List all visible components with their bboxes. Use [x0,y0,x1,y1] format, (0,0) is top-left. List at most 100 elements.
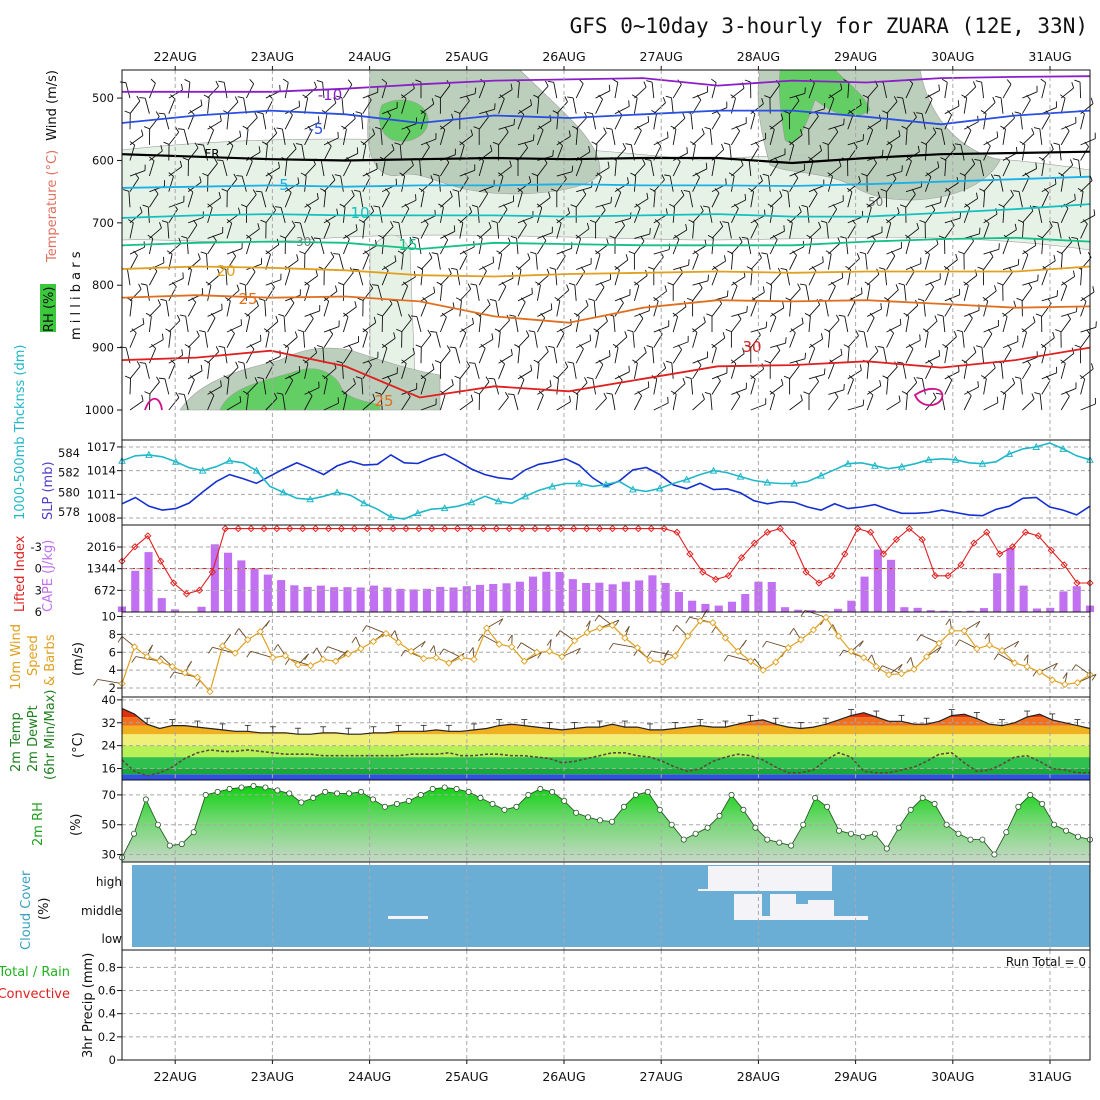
wind-barb [536,97,540,114]
wind-barb [420,223,429,239]
wind-barb [941,129,946,145]
wind-barb-flag [942,343,948,348]
wind-barb-flag [230,328,235,334]
rh2m-marker [656,806,663,813]
wind-barb [808,227,822,239]
wind10m-barb [366,625,387,634]
wind-barb-flag [838,314,845,317]
wind10m-marker [281,652,290,660]
wind-barb-flag [929,282,934,288]
top-date-label: 29AUG [834,49,877,64]
wind-barb [614,106,630,115]
wind-barb-flag [859,251,866,255]
wind-barb-flag [378,234,385,239]
rh-area-green [219,368,381,411]
wind-barb-flag [161,220,168,223]
wind10m-marker [256,628,264,636]
wind-barb [789,358,806,364]
wind-barb [246,271,256,286]
wind-barb-flag [992,96,996,103]
wind-barb-flag [300,172,307,177]
wind-barb-flag [968,313,973,319]
wind-barb-flag [706,313,713,317]
wind-barb [168,354,183,364]
wind-barb-flag [428,252,433,259]
cape-bar [555,572,564,612]
wind-barb [924,254,930,270]
wind-barb [672,272,684,286]
wind-barb [187,114,195,130]
wind10m-marker [772,658,780,666]
wind-barb-flag [670,390,677,395]
wind-barb-flag [387,375,392,382]
wind-barb [944,82,948,99]
wind-barb [595,90,611,99]
rh2m-marker [393,800,400,807]
wind-barb-flag [433,173,440,177]
wind10m-marker [834,632,843,640]
wind-barb [168,131,180,146]
thickness-tick-label: 584 [58,446,80,460]
isotherm-line [121,109,1091,126]
temp-dewpt-lines [121,707,1091,777]
rh2m-marker [310,794,317,801]
li-marker [363,524,371,533]
wind-barb [711,303,722,317]
wind-barb [187,258,201,270]
wind-barb [146,284,150,301]
wind-barb-flag [418,187,425,192]
wind-barb [634,310,650,317]
wind10m-barb-flag [304,653,309,661]
wind-barb-flag [984,219,990,224]
wind-barb-flag [1081,297,1087,302]
wind-barb [362,399,376,411]
bottom-date-label: 29AUG [834,1069,877,1084]
wind-barb-flag [551,188,557,192]
wind-barb [281,129,286,145]
wind-barb [886,289,899,302]
wind-barb [886,222,892,239]
wind-barb-flag [234,96,239,103]
wind-barb-flag [869,312,875,318]
wind-barb [731,276,746,286]
wind-barb [672,238,680,255]
wind-barb-flag [935,392,942,395]
wind-barb-flag [893,96,898,102]
wind-barb [692,245,707,255]
wind-barb-flag [367,360,372,366]
li-marker [815,579,823,587]
wind-barb [129,255,138,270]
wind-barb-flag [154,188,159,195]
wind-barb [498,124,515,130]
wind-barb [207,129,215,146]
wind-barb-flag [1056,250,1063,255]
thickness-tick-label: 580 [58,485,80,499]
wind-barb-flag [864,281,871,286]
wind-barb [498,176,504,192]
li-marker [441,524,449,533]
wind10m-marker [244,636,252,644]
cape-bar [913,607,922,612]
li-marker [337,524,346,533]
wind-barb [1022,133,1035,146]
wind-barb [692,168,708,177]
wind-barb-flag [246,234,252,240]
wind-barb [439,129,446,145]
wind-barb [265,144,268,161]
wind-barb [536,394,544,411]
rh2m-marker [453,785,460,792]
wind-barb [362,133,375,146]
wind-barb-flag [307,391,313,397]
temperature-band [122,745,1090,758]
wind10m-marker [143,653,151,661]
wind-barb-flag [510,235,517,239]
wind-barb [517,301,526,317]
wind-barb-flag [601,204,606,211]
wind-barb [575,160,583,177]
wind-barb-flag [503,204,508,210]
cloud-cover-units: (%) [37,898,52,921]
wind-barb [168,320,181,333]
wind-barb [866,362,870,379]
wind-barb [343,229,358,239]
